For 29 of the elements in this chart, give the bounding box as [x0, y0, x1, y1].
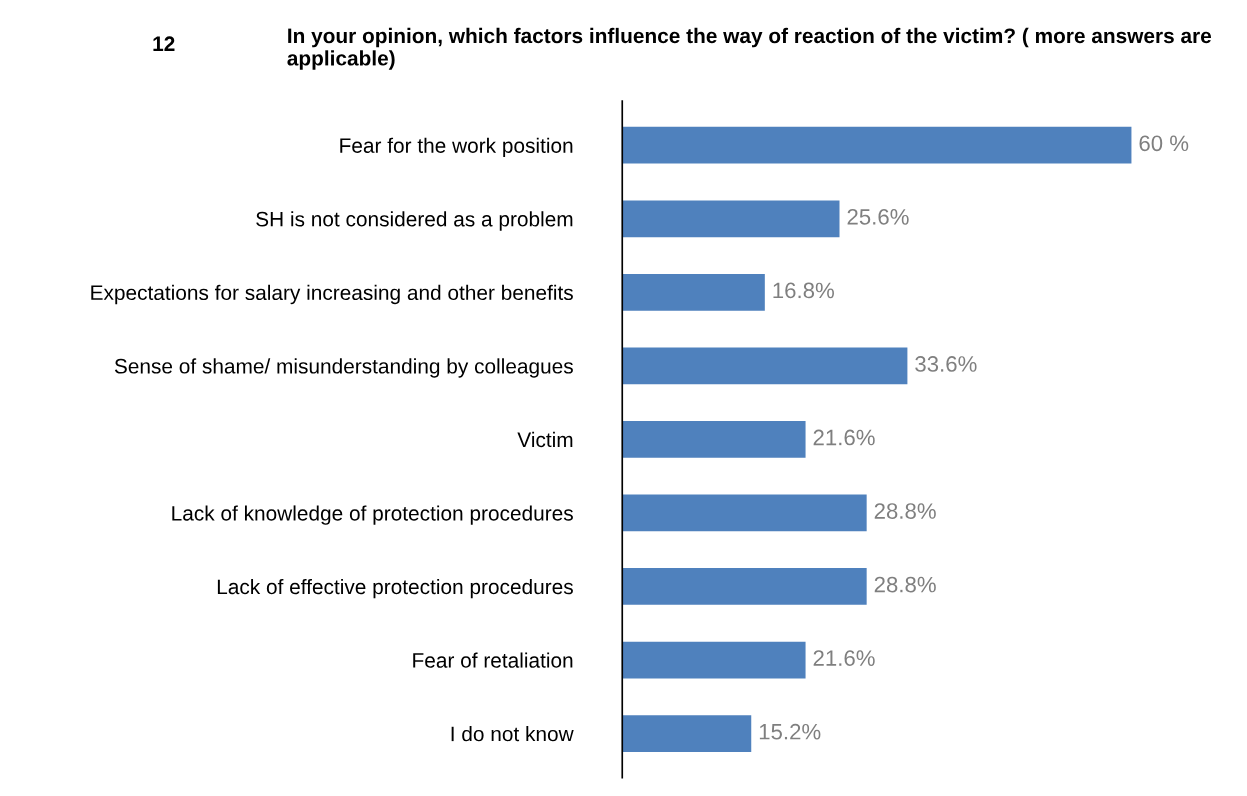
bar — [622, 273, 765, 311]
y-tick-label: Expectations for salary increasing and other benefits — [91, 284, 573, 305]
text: 12 — [153, 36, 175, 51]
bar — [622, 641, 806, 679]
data-label: 25.6% — [847, 208, 909, 225]
bar — [622, 347, 908, 385]
y-tick-label: Lack of knowledge of protection procedures — [172, 505, 573, 525]
data-label: 60 % — [1139, 135, 1189, 152]
bar — [622, 568, 867, 605]
bar — [622, 715, 752, 752]
data-label: 21.6% — [813, 650, 875, 666]
y-tick-label: Fear of retaliation — [413, 652, 573, 668]
data-label: 16.8% — [773, 282, 834, 299]
bar — [622, 126, 1132, 164]
data-label: 33.6% — [915, 356, 977, 372]
y-tick-label: Lack of effective protection procedures — [217, 578, 573, 599]
data-label: 21.6% — [813, 429, 875, 446]
bar — [622, 421, 806, 458]
y-tick-label: Victim — [517, 431, 573, 448]
y-tick-label: I do not know — [451, 726, 574, 742]
y-tick-label: Fear for the work position — [340, 137, 573, 158]
y-tick-label: Sense of shame/ misunderstanding by colleagues — [114, 358, 573, 378]
chart-title: In your opinion, which factors influence the way of reaction of the victim? ( more answers are applicable) — [287, 27, 1212, 70]
data-label: 15.2% — [759, 723, 821, 740]
bar — [622, 200, 840, 238]
bar — [622, 494, 867, 532]
y-tick-label: SH is not considered as a problem — [256, 211, 573, 231]
data-label: 28.8% — [874, 503, 936, 519]
data-label: 28.8% — [874, 576, 936, 593]
